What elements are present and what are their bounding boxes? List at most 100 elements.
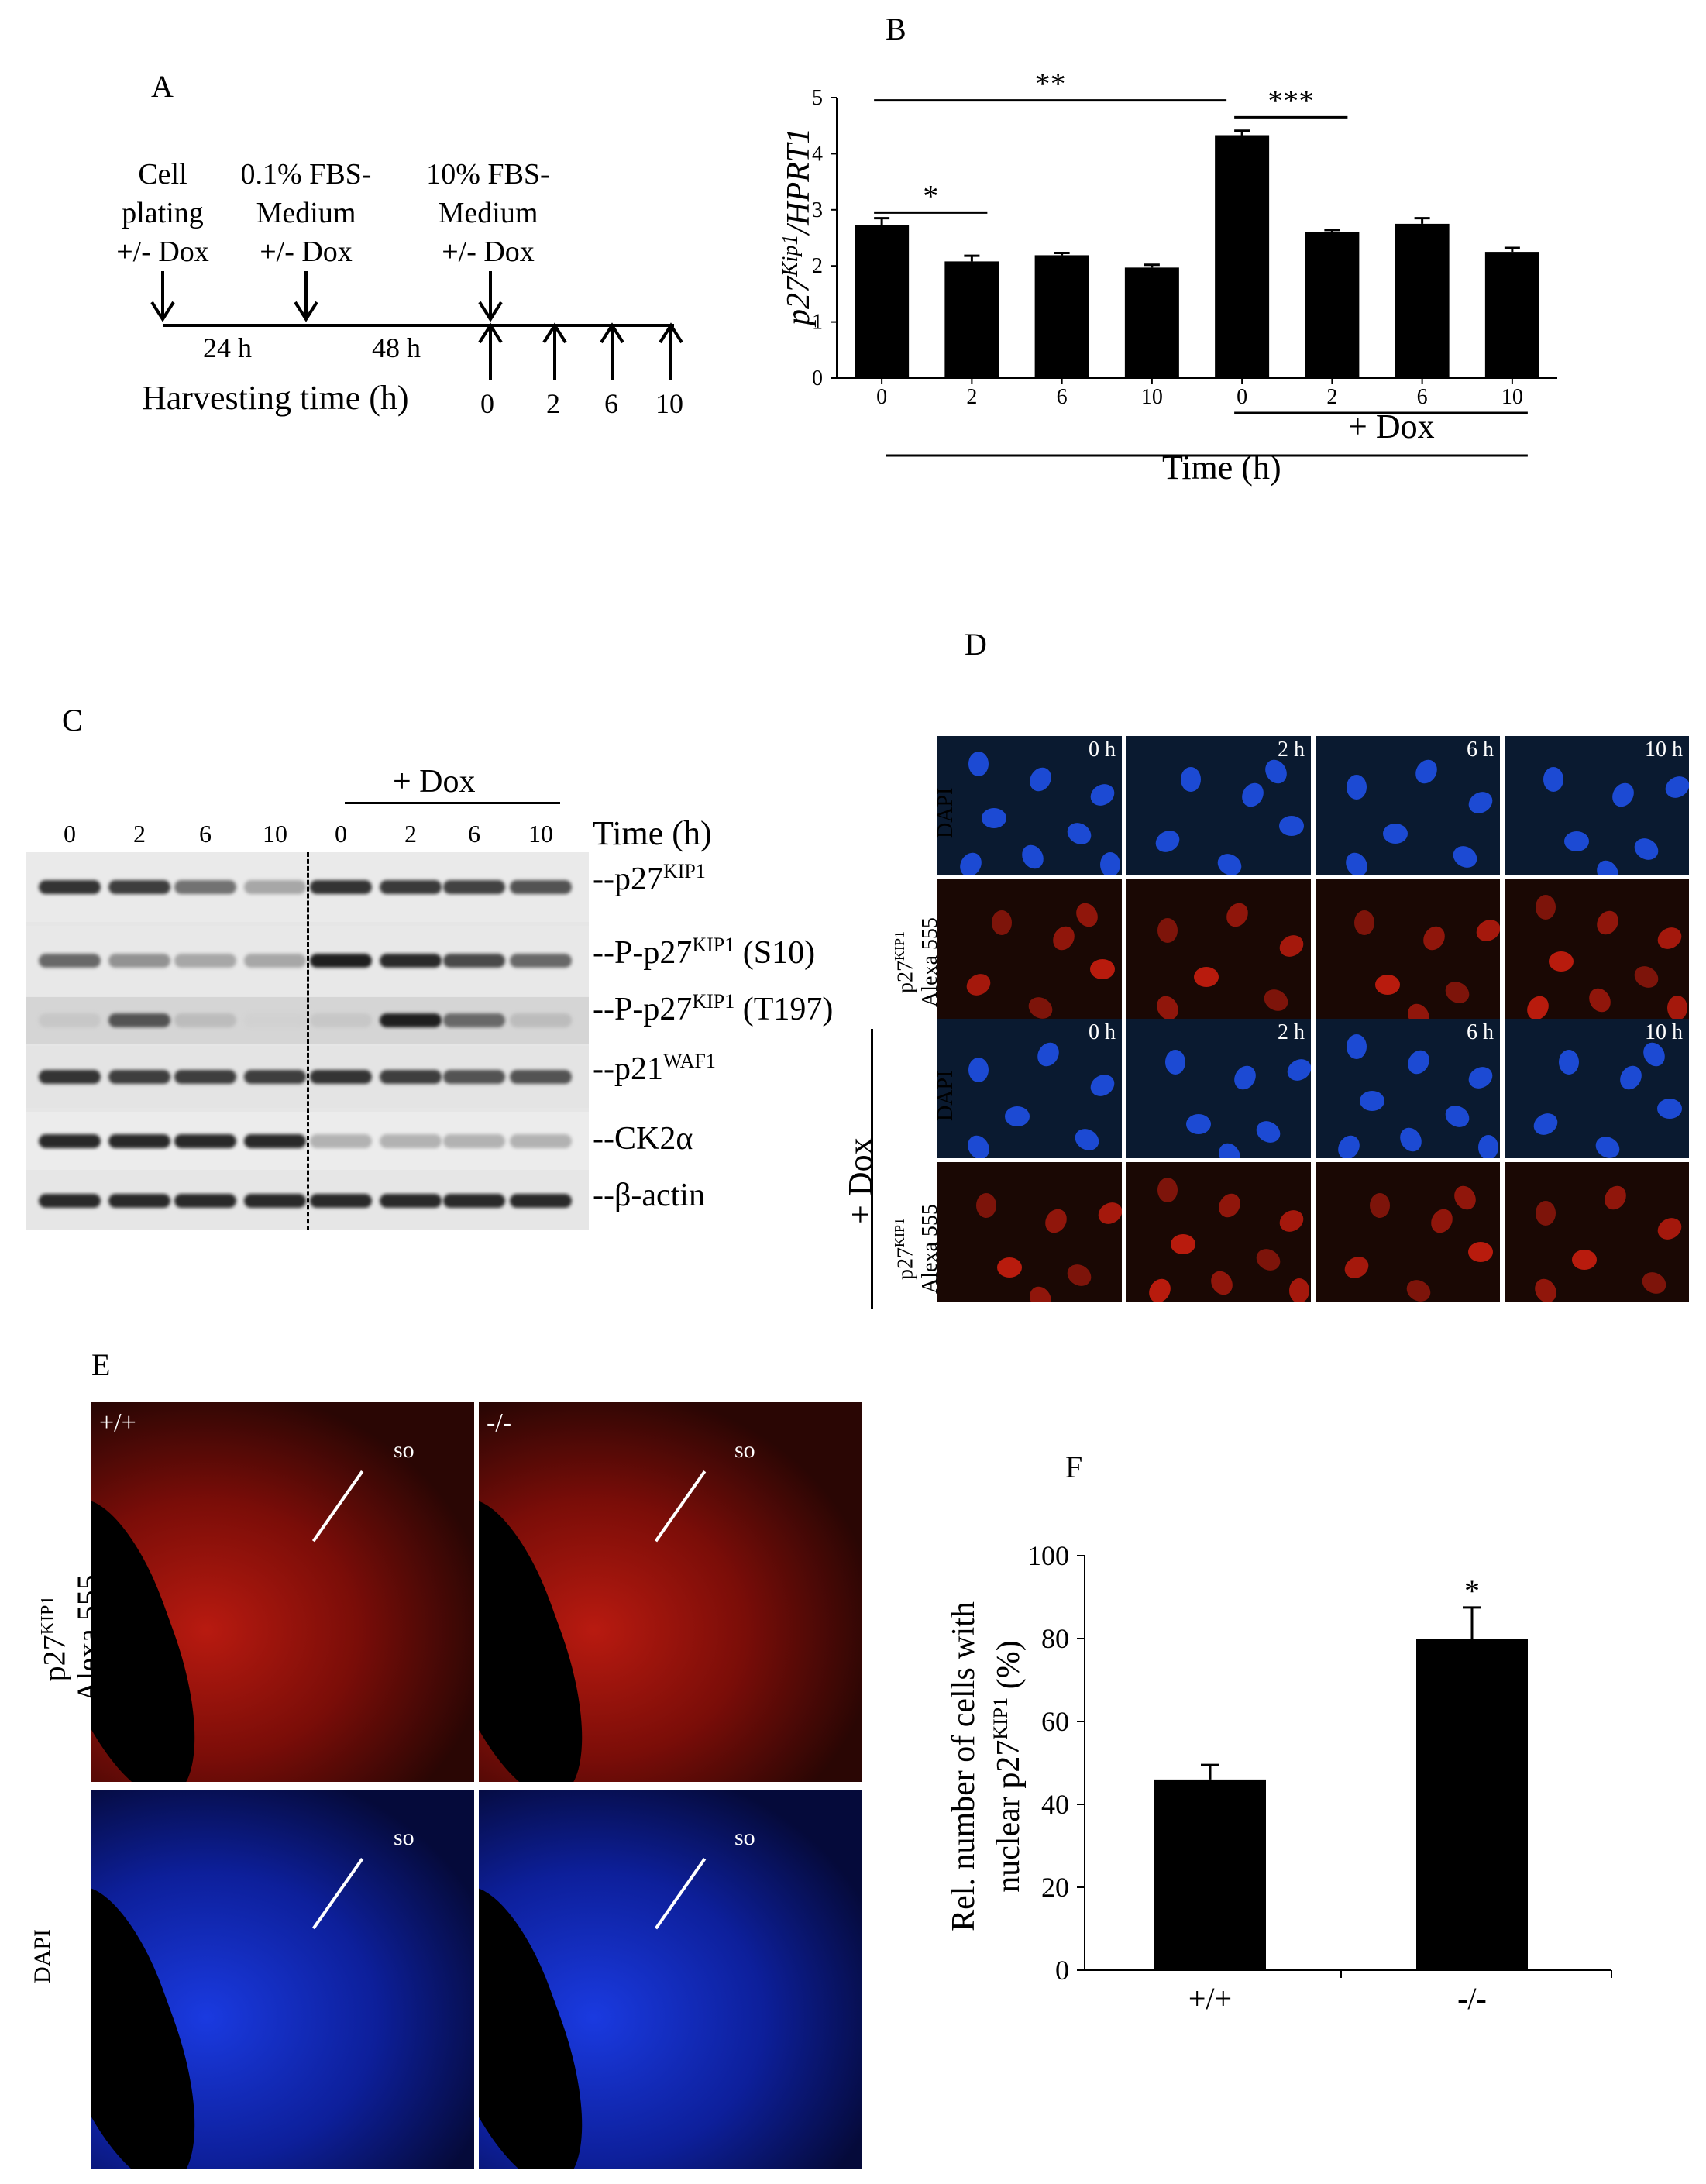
alexa-image: [1505, 879, 1689, 1019]
blot-band: [174, 880, 236, 894]
nucleus: [1653, 1213, 1686, 1244]
nucleus: [1033, 1038, 1064, 1071]
blot-band: [39, 880, 101, 894]
y-tick-label: 1: [812, 311, 823, 335]
harvest-time-0: 0: [480, 388, 494, 419]
panel-b-xlabel: Time (h): [1162, 449, 1281, 487]
nucleus: [1450, 1181, 1481, 1214]
blot-band: [244, 1070, 306, 1084]
nucleus: [1608, 779, 1639, 811]
alexa-image: [1316, 879, 1500, 1019]
nucleus: [1653, 923, 1686, 954]
nucleus: [1157, 918, 1178, 943]
blot-band: [174, 954, 236, 968]
so-pointer: [311, 1858, 364, 1930]
so-label: so: [394, 1825, 414, 1850]
nucleus: [968, 1058, 989, 1082]
nucleus: [1536, 895, 1556, 920]
nucleus: [1615, 1061, 1646, 1094]
blot-band: [443, 880, 505, 894]
nucleus: [1360, 1091, 1384, 1111]
nucleus: [1419, 922, 1450, 954]
up-arrow-icon: [542, 322, 567, 380]
nucleus: [1667, 996, 1687, 1019]
bar: [1416, 1639, 1528, 1970]
nucleus: [1275, 1205, 1308, 1236]
step-low-serum: 0.1% FBS- Medium +/- Dox: [225, 155, 387, 271]
x-tick-label: -/-: [1457, 1981, 1487, 2016]
nucleus: [1522, 992, 1553, 1019]
step2-line3: +/- Dox: [260, 236, 353, 268]
nucleus: [1543, 767, 1563, 792]
step3-line1: 10% FBS-: [426, 158, 550, 191]
nucleus: [1426, 1205, 1457, 1237]
time-label: 6 h: [1467, 1020, 1494, 1044]
nucleus: [1403, 1046, 1434, 1078]
blot-band: [310, 1133, 372, 1148]
nucleus: [1530, 1274, 1561, 1302]
nucleus: [1449, 841, 1481, 872]
blot-band: [244, 1013, 306, 1027]
panel-letter-f: F: [1065, 1450, 1083, 1484]
e-p27-sup: KIP1: [38, 1595, 58, 1635]
blot-band: [108, 1070, 170, 1084]
blot-band: [39, 954, 101, 968]
bar: [1034, 255, 1089, 378]
blot-band: [108, 954, 170, 968]
nucleus: [1171, 1234, 1195, 1254]
blot-band: [108, 1194, 170, 1208]
blot-band: [39, 1070, 101, 1084]
nucleus: [1040, 1205, 1071, 1237]
nucleus: [1017, 841, 1048, 873]
nucleus: [1592, 856, 1623, 875]
nucleus: [1564, 831, 1589, 851]
nucleus: [1630, 834, 1663, 865]
d-row-label-p27: p27KIP1 Alexa 555: [887, 908, 943, 1016]
y-tick-label: 5: [812, 86, 823, 110]
nucleus: [1347, 775, 1367, 800]
blot-band: [39, 1194, 101, 1208]
nucleus: [1252, 1116, 1285, 1147]
d-p27-sup-dox: KIP1: [892, 1218, 907, 1248]
nucleus: [1630, 961, 1663, 992]
nucleus: [1260, 985, 1292, 1016]
nucleus: [1572, 1250, 1597, 1270]
lane-label: 0: [64, 820, 76, 848]
nucleus: [1151, 826, 1184, 857]
lane-label: 0: [335, 820, 347, 848]
blot-band: [174, 1194, 236, 1208]
lane-label: 10: [528, 820, 553, 848]
d-row-label-p27-dox: p27KIP1 Alexa 555: [887, 1195, 943, 1303]
nucleus: [1071, 1124, 1103, 1155]
blot-band: [174, 1133, 236, 1148]
alexa-image: [1316, 1162, 1500, 1302]
band-label: --p27KIP1: [593, 860, 706, 897]
harvest-time-6: 6: [604, 388, 618, 419]
nucleus: [1086, 779, 1119, 810]
nucleus: [1375, 975, 1400, 995]
panel-e-images: +/+ so -/- so so so: [91, 1402, 862, 2169]
blot-band: [244, 880, 306, 894]
blot-band: [244, 1133, 306, 1148]
nucleus: [962, 969, 995, 1000]
step1-line1: Cell: [138, 158, 187, 191]
x-tick-label: 0: [1237, 385, 1247, 409]
time-label: 10 h: [1645, 738, 1683, 762]
blot-band: [443, 954, 505, 968]
nucleus: [1549, 951, 1574, 972]
nucleus: [955, 848, 986, 875]
nucleus: [1600, 1181, 1631, 1214]
blot-band: [108, 1013, 170, 1027]
step1-line2: plating: [122, 197, 204, 229]
blot-band: [244, 954, 306, 968]
so-pointer: [654, 1470, 707, 1543]
tissue-dapi-image: so: [479, 1790, 862, 2169]
nucleus: [1333, 1131, 1364, 1158]
nucleus: [1441, 1101, 1474, 1132]
nucleus: [1024, 992, 1057, 1019]
y-tick-label: 3: [812, 198, 823, 222]
significance-label: *: [1464, 1574, 1480, 1608]
nucleus: [997, 1257, 1022, 1278]
nucleus: [1395, 1123, 1426, 1156]
blot-band: [174, 1013, 236, 1027]
